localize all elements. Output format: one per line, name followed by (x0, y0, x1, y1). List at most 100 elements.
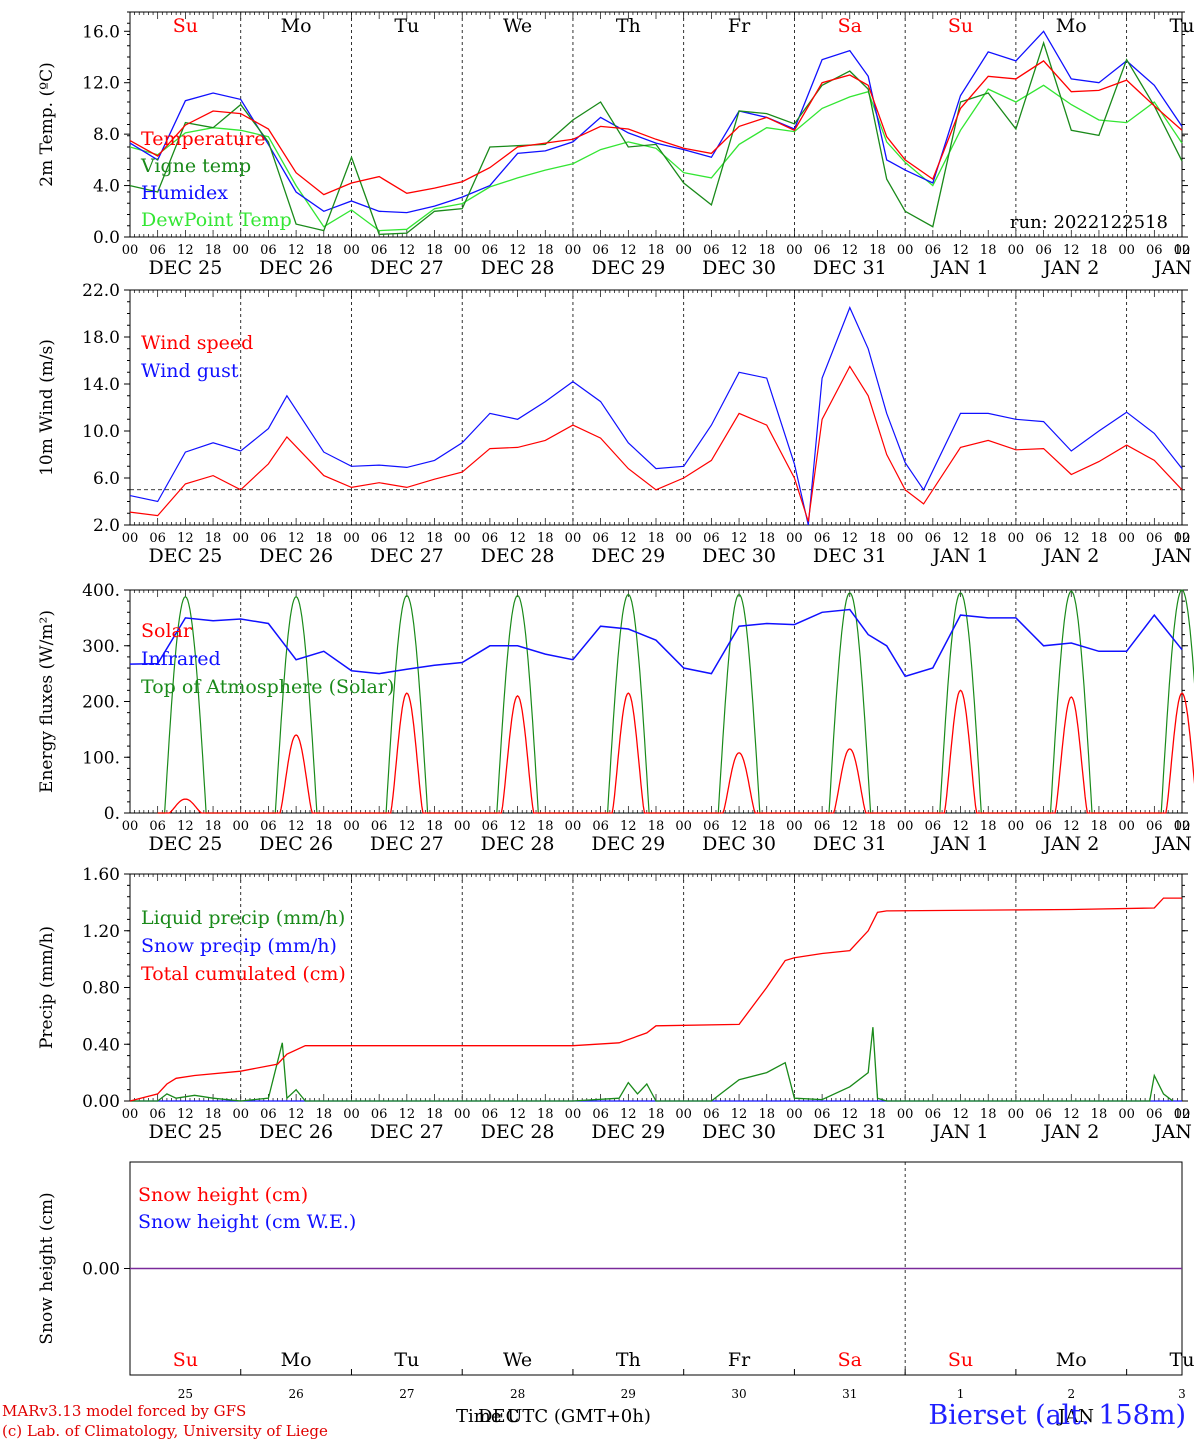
weekday-label: Fr (728, 1349, 751, 1371)
hour-tick-label: 00 (786, 1107, 803, 1122)
y-tick-label: 4.0 (93, 177, 120, 197)
y-tick-label: 0.40 (82, 1035, 120, 1055)
date-label: DEC 30 (702, 545, 776, 567)
hour-tick-label: 00 (1008, 819, 1025, 834)
legend-entry: Solar (141, 620, 193, 642)
hour-tick-label: 06 (703, 819, 720, 834)
hour-tick-label: 00 (786, 819, 803, 834)
hour-tick-label: 18 (1091, 1107, 1108, 1122)
hour-tick-label: 00 (675, 243, 692, 258)
hour-tick-label: 06 (149, 819, 166, 834)
day-number-label: 25 (178, 1387, 193, 1401)
hour-tick-label: 06 (260, 243, 277, 258)
series-line-wind-gust (129, 306, 1183, 526)
day-number-label: 3 (1178, 1387, 1186, 1401)
y-tick-label: 1.20 (82, 922, 120, 942)
hour-tick-label: 12 (399, 531, 416, 546)
hour-tick-label: 12 (1174, 243, 1191, 258)
hour-tick-label: 18 (537, 819, 554, 834)
date-label: JAN 3 (1152, 1121, 1194, 1143)
hour-tick-label: 00 (232, 531, 249, 546)
series-line-temperature (129, 60, 1183, 196)
station-label: Bierset (alt. 158m) (928, 1400, 1186, 1431)
hour-tick-label: 18 (316, 243, 333, 258)
hour-tick-label: 06 (814, 819, 831, 834)
date-label: JAN 2 (1041, 1121, 1099, 1143)
hour-tick-label: 12 (731, 819, 748, 834)
hour-tick-label: 18 (980, 1107, 997, 1122)
hour-tick-label: 00 (343, 531, 360, 546)
date-label: DEC 26 (259, 257, 333, 279)
weekday-label: Tu (394, 1349, 419, 1371)
date-label: JAN 1 (930, 545, 988, 567)
hour-tick-label: 06 (592, 243, 609, 258)
date-label: DEC 30 (702, 257, 776, 279)
hour-tick-label: 18 (205, 531, 222, 546)
hour-tick-label: 06 (1035, 819, 1052, 834)
hour-tick-label: 06 (814, 243, 831, 258)
weekday-label: Mo (281, 15, 312, 37)
hour-tick-label: 06 (482, 819, 499, 834)
series-line-dewpoint-temp (129, 84, 1183, 232)
hour-tick-label: 06 (703, 1107, 720, 1122)
weekday-label: Mo (1056, 1349, 1087, 1371)
hour-tick-label: 18 (758, 243, 775, 258)
hour-tick-label: 12 (288, 531, 305, 546)
hour-tick-label: 00 (454, 819, 471, 834)
date-label: DEC 27 (370, 545, 444, 567)
date-label: DEC 25 (148, 833, 222, 855)
series-line-infrared (129, 608, 1183, 678)
hour-tick-label: 12 (731, 531, 748, 546)
hour-tick-label: 00 (1174, 819, 1191, 834)
hour-tick-label: 00 (786, 531, 803, 546)
hour-tick-label: 00 (1008, 243, 1025, 258)
hour-tick-label: 06 (149, 243, 166, 258)
day-number-label: 2 (1067, 1387, 1075, 1401)
hour-tick-label: 06 (371, 531, 388, 546)
legend-entry: Wind speed (141, 332, 253, 354)
hour-tick-label: 12 (731, 1107, 748, 1122)
hour-tick-label: 18 (316, 531, 333, 546)
series-line-wind-speed (129, 365, 1183, 522)
hour-tick-label: 18 (980, 531, 997, 546)
hour-tick-label: 12 (1174, 1107, 1191, 1122)
y-tick-label: 10.0 (82, 422, 120, 442)
series-line-humidex (129, 30, 1183, 214)
hour-tick-label: 12 (620, 531, 637, 546)
y-tick-label: 100. (82, 748, 120, 768)
hour-tick-label: 12 (288, 1107, 305, 1122)
hour-tick-label: 00 (675, 819, 692, 834)
hour-tick-label: 00 (897, 1107, 914, 1122)
hour-tick-label: 18 (758, 531, 775, 546)
hour-tick-label: 00 (565, 243, 582, 258)
time-axis-label: Time UTC (GMT+0h) (456, 1406, 651, 1427)
series-line-total-cumulated-cm- (129, 897, 1182, 1102)
hour-tick-label: 00 (454, 1107, 471, 1122)
hour-tick-label: 12 (731, 243, 748, 258)
date-label: DEC 29 (591, 257, 665, 279)
weekday-label: Mo (1056, 15, 1087, 37)
weekday-label: We (503, 15, 532, 37)
legend-entry: Total cumulated (cm) (141, 963, 346, 985)
hour-tick-label: 00 (1008, 1107, 1025, 1122)
weekday-label: Su (173, 15, 198, 37)
y-tick-label: 400. (82, 581, 120, 601)
date-label: DEC 31 (813, 545, 887, 567)
hour-tick-label: 18 (426, 531, 443, 546)
panel-snow: 0.00 Snow height (cm) Snow height (cm) Snow… (37, 1161, 1194, 1401)
hour-tick-label: 12 (509, 531, 526, 546)
hour-tick-label: 06 (371, 1107, 388, 1122)
date-label: DEC 25 (148, 545, 222, 567)
y-tick-label: 8.0 (93, 125, 120, 145)
hour-tick-label: 12 (952, 1107, 969, 1122)
legend-entry: Vigne temp (140, 155, 251, 177)
hour-tick-label: 18 (758, 819, 775, 834)
panel-energy: 0. 100. 200. 300. 400. Energy fluxes (W/m²) 00… (37, 581, 1194, 855)
hour-tick-label: 06 (592, 1107, 609, 1122)
weekday-label: Th (616, 15, 641, 37)
bottom-month-dec: DEC (478, 1406, 520, 1427)
y-tick-label: 300. (82, 637, 120, 657)
hour-tick-label: 00 (1118, 531, 1135, 546)
legend-entry: Infrared (141, 648, 221, 670)
hour-tick-label: 06 (371, 243, 388, 258)
